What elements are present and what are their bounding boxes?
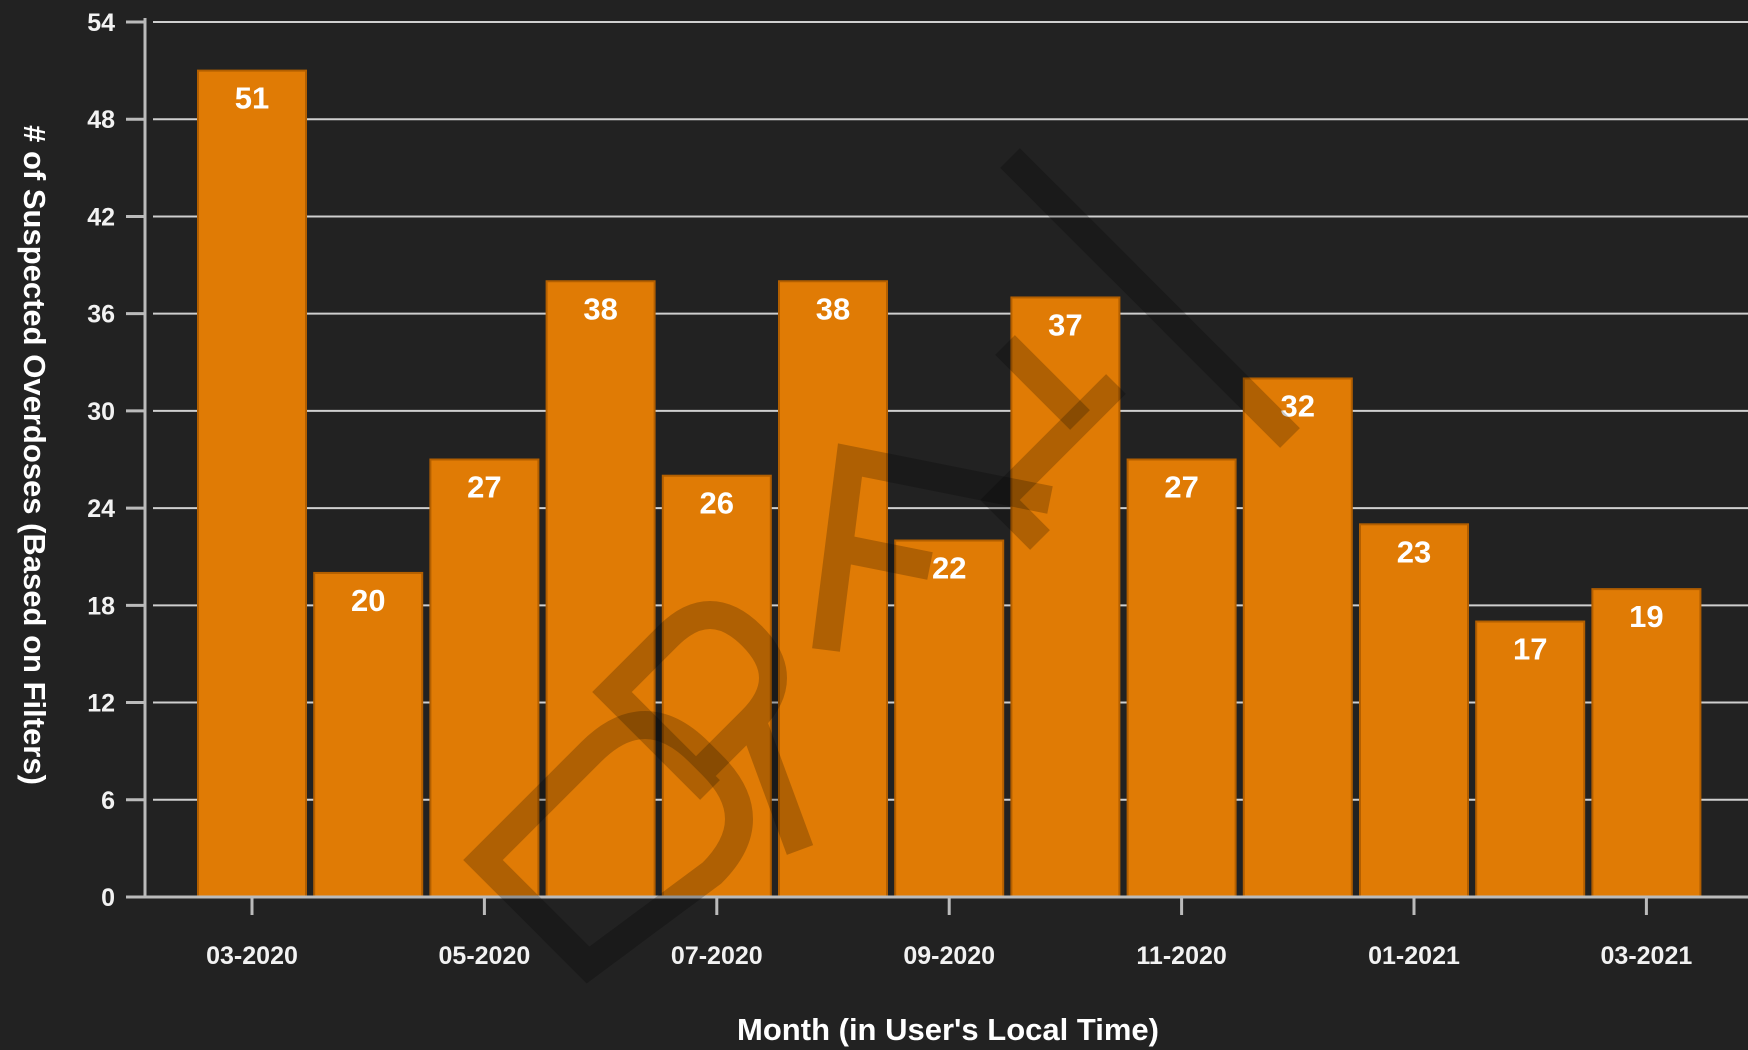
bar-09-2020[interactable] bbox=[894, 539, 1005, 898]
bar-01-2021[interactable] bbox=[1359, 523, 1469, 898]
bar-03-2020[interactable] bbox=[197, 69, 307, 899]
y-tick-label: 54 bbox=[87, 9, 115, 37]
data-label-03-2021: 19 bbox=[1629, 599, 1663, 634]
data-label-04-2020: 20 bbox=[351, 583, 385, 618]
y-tick-labels: 0 6 12 18 24 30 36 42 48 54 bbox=[87, 9, 115, 912]
bar-02-2021[interactable] bbox=[1475, 620, 1586, 898]
draft-watermark bbox=[463, 148, 1300, 984]
data-label-10-2020: 37 bbox=[1048, 307, 1082, 342]
y-tick-label: 36 bbox=[87, 301, 115, 329]
y-tick-label: 12 bbox=[87, 690, 115, 718]
x-tick-label: 09-2020 bbox=[903, 942, 995, 970]
data-label-02-2021: 17 bbox=[1513, 632, 1547, 667]
bar-06-2020[interactable] bbox=[545, 280, 656, 898]
data-label-07-2020: 26 bbox=[700, 486, 734, 521]
data-label-01-2021: 23 bbox=[1397, 534, 1431, 569]
bar-05-2020[interactable] bbox=[429, 458, 540, 898]
bar-11-2020[interactable] bbox=[1126, 458, 1237, 898]
y-tick-label: 18 bbox=[87, 592, 115, 620]
y-tick-label: 0 bbox=[101, 884, 115, 912]
x-tick-label: 11-2020 bbox=[1136, 942, 1226, 970]
data-label-09-2020: 22 bbox=[932, 551, 966, 586]
x-axis-title: Month (in User's Local Time) bbox=[737, 1012, 1159, 1047]
bar-12-2020[interactable] bbox=[1242, 377, 1353, 898]
data-label-05-2020: 27 bbox=[467, 470, 501, 505]
data-label-08-2020: 38 bbox=[816, 291, 850, 326]
x-tick-label: 01-2021 bbox=[1368, 942, 1460, 970]
bar-07-2020[interactable] bbox=[661, 474, 772, 898]
x-tick-label: 07-2020 bbox=[671, 942, 763, 970]
data-label-11-2020: 27 bbox=[1164, 470, 1198, 505]
y-tick-label: 24 bbox=[87, 495, 115, 523]
bar-10-2020[interactable] bbox=[1010, 296, 1121, 898]
y-axis-title: # of Suspected Overdoses (Based on Filte… bbox=[17, 125, 52, 785]
data-label-03-2020: 51 bbox=[235, 81, 269, 116]
x-tick-label: 03-2020 bbox=[206, 942, 298, 970]
bar-03-2021[interactable] bbox=[1591, 588, 1702, 898]
bar-04-2020[interactable] bbox=[313, 571, 424, 898]
x-tick-label: 05-2020 bbox=[439, 942, 531, 970]
data-label-12-2020: 32 bbox=[1281, 388, 1315, 423]
x-tick-label: 03-2021 bbox=[1601, 942, 1693, 970]
y-tick-label: 42 bbox=[87, 203, 115, 231]
y-tick-label: 30 bbox=[87, 398, 115, 426]
data-label-06-2020: 38 bbox=[583, 291, 617, 326]
axes bbox=[126, 18, 1748, 915]
bars bbox=[197, 69, 1702, 899]
data-labels: 51 20 27 38 26 38 22 37 27 32 23 17 19 bbox=[235, 81, 1664, 667]
x-tick-labels: 03-2020 05-2020 07-2020 09-2020 11-2020 01-20… bbox=[206, 942, 1692, 970]
y-tick-label: 48 bbox=[87, 106, 115, 134]
y-tick-label: 6 bbox=[101, 787, 115, 815]
